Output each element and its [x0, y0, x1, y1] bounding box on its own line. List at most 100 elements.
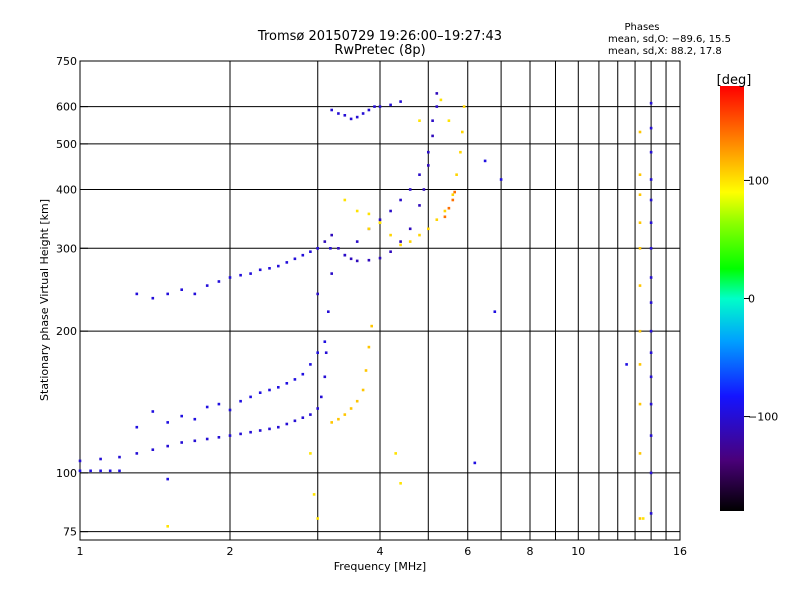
y-tick-label: 300 [56, 242, 77, 255]
data-point [389, 103, 392, 107]
series-group [649, 101, 653, 515]
data-point [301, 372, 305, 376]
data-point [431, 119, 434, 122]
data-point [447, 119, 451, 122]
data-point [418, 119, 421, 122]
data-point [649, 276, 653, 279]
chart-title: Tromsø 20150729 19:26:00–19:27:43 [257, 29, 502, 44]
data-point [649, 247, 653, 250]
data-point [343, 198, 347, 202]
data-point [493, 310, 497, 313]
x-tick-label: 6 [464, 545, 471, 558]
colorbar-tick-label: −100 [748, 411, 778, 424]
x-tick-label: 2 [227, 545, 234, 558]
data-point [435, 92, 439, 95]
data-point [239, 399, 242, 403]
data-point [459, 150, 462, 154]
data-point [638, 517, 642, 520]
y-tick-label: 100 [56, 467, 77, 480]
data-point [389, 233, 392, 237]
data-point [399, 240, 402, 243]
colorbar [720, 86, 744, 511]
data-point [337, 112, 340, 115]
data-point [323, 240, 327, 243]
data-point [301, 253, 305, 257]
data-point [239, 432, 242, 436]
data-point [285, 422, 289, 426]
data-point [301, 416, 305, 419]
y-tick-label: 500 [56, 138, 77, 151]
data-point [389, 250, 392, 253]
data-point [453, 190, 456, 194]
data-point [78, 459, 82, 463]
data-point [166, 444, 169, 448]
data-point [337, 247, 340, 250]
data-point [499, 178, 503, 181]
phase-box-o-line: mean, sd,O: −89.6, 15.5 [608, 34, 731, 45]
data-point [378, 256, 382, 260]
data-point [399, 482, 402, 485]
data-point [193, 417, 197, 421]
data-point [118, 469, 121, 473]
data-point [649, 471, 653, 475]
data-point [447, 206, 451, 210]
data-point [249, 272, 252, 275]
data-point [389, 209, 392, 213]
data-point [316, 517, 319, 520]
data-point [638, 284, 642, 287]
data-point [435, 218, 439, 221]
data-point [151, 410, 155, 413]
data-point [277, 425, 280, 429]
data-point [638, 402, 642, 406]
data-point [649, 126, 653, 130]
data-point [649, 301, 653, 304]
data-point [349, 407, 353, 410]
x-tick-label: 4 [377, 545, 384, 558]
data-point [649, 221, 653, 224]
data-point [166, 292, 169, 296]
x-axis-label: Frequency [MHz] [334, 560, 426, 573]
data-point [205, 437, 209, 441]
data-point [483, 159, 487, 163]
data-point [443, 215, 447, 219]
data-point [268, 427, 271, 431]
y-axis-label: Stationary phase Virtual Height [km] [38, 199, 51, 401]
data-point [193, 292, 197, 296]
data-point [370, 324, 373, 328]
data-point [427, 150, 430, 154]
data-point [135, 425, 139, 429]
data-point [431, 134, 434, 138]
data-point [329, 247, 332, 250]
data-point [217, 436, 221, 439]
data-point [228, 276, 232, 279]
data-point [361, 112, 365, 115]
x-tick-label: 10 [571, 545, 585, 558]
data-point [638, 221, 642, 224]
data-point [309, 363, 312, 366]
data-point [443, 209, 447, 213]
data-point [330, 108, 333, 112]
data-point [399, 243, 402, 247]
data-point [435, 105, 439, 108]
data-point [649, 512, 653, 515]
data-point [285, 261, 289, 264]
data-point [217, 280, 221, 283]
y-tick-label: 200 [56, 325, 77, 338]
data-point [427, 227, 430, 231]
data-point [268, 388, 271, 392]
data-point [367, 258, 371, 262]
data-point [378, 218, 382, 221]
data-point [355, 115, 359, 119]
data-point [135, 452, 139, 455]
data-point [408, 240, 412, 243]
series-group [638, 130, 642, 520]
data-point [394, 452, 397, 455]
data-points [78, 92, 653, 528]
data-point [277, 386, 280, 389]
data-point [349, 117, 353, 121]
series-group [78, 340, 327, 473]
data-point [99, 469, 102, 473]
data-point [422, 188, 426, 191]
colorbar-ticks: 100 0 −100 [744, 174, 778, 424]
